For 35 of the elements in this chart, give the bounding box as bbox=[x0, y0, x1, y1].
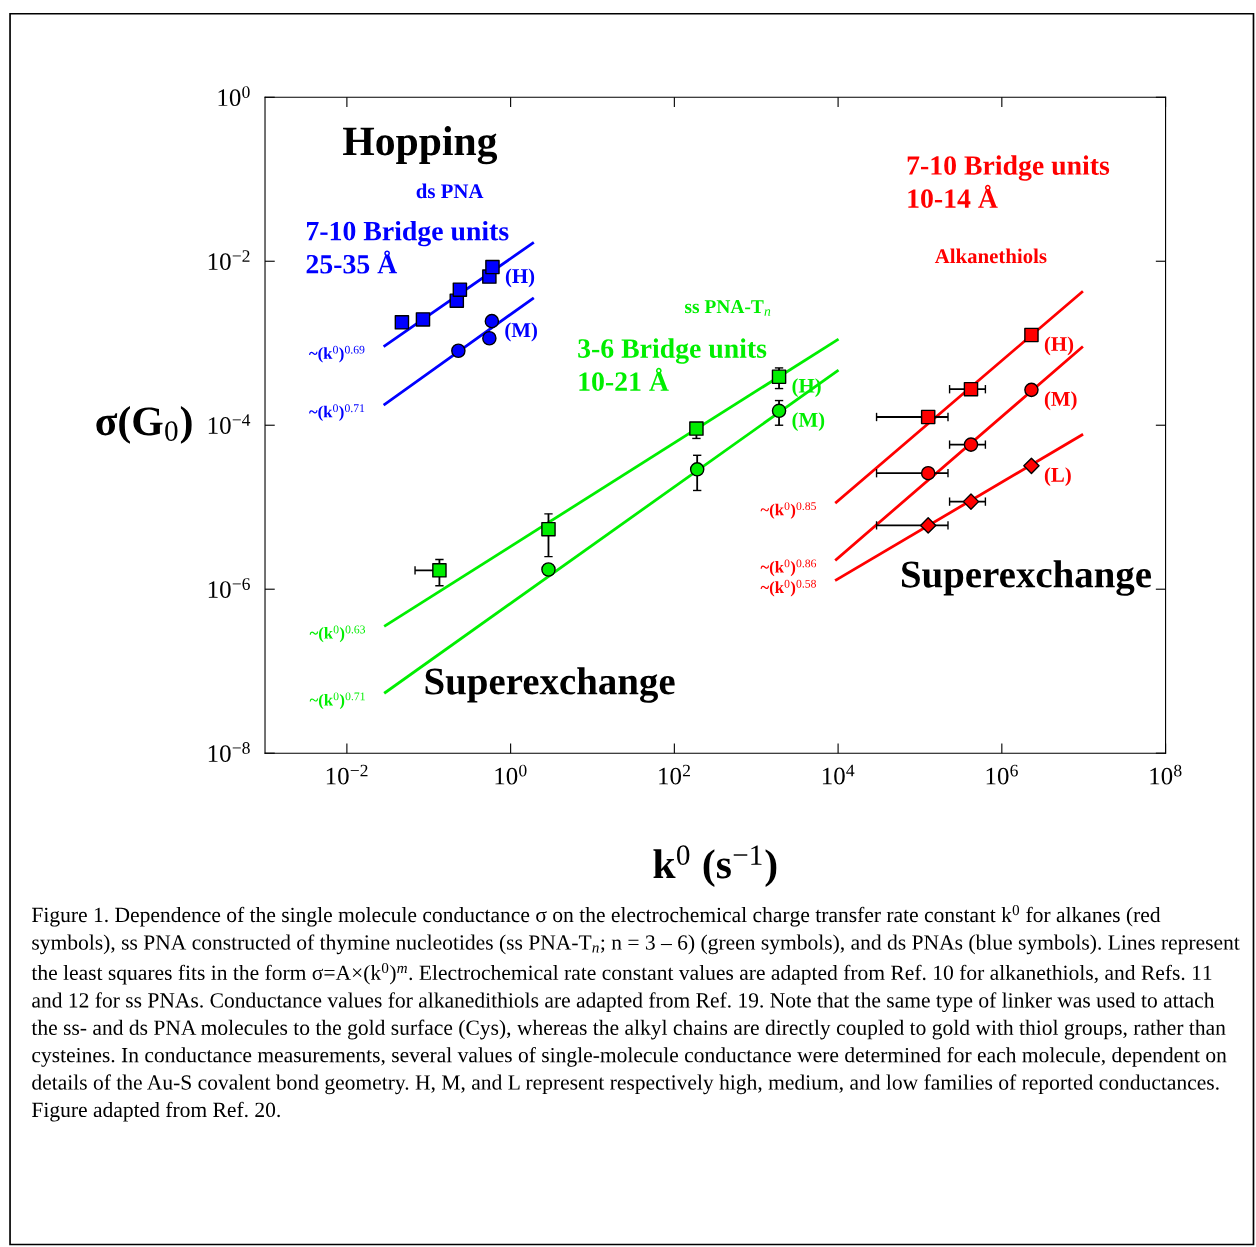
series-label: (L) bbox=[1044, 467, 1071, 487]
y-tick-label: 10$^{−2}$ bbox=[208, 250, 250, 271]
x-tick-label: 10$^{0}$ bbox=[495, 764, 527, 785]
y-tick-label: 10$^{−6}$ bbox=[208, 578, 250, 598]
series-label: (M) bbox=[1044, 391, 1077, 411]
series-label: ~(k$^{0}$)$^{0.86}$ bbox=[760, 559, 817, 577]
series-label: (M) bbox=[505, 322, 537, 342]
x-tick-label: 10$^{2}$ bbox=[659, 764, 690, 785]
x-tick-label: 10$^{−2}$ bbox=[326, 764, 368, 785]
annotation: Superexchange bbox=[902, 560, 1152, 596]
series-label: ~(k$^{0}$)$^{0.85}$ bbox=[760, 502, 816, 519]
series-label: (M) bbox=[792, 412, 825, 432]
text: Figure 1. Dependence of the single molecule conductance σ on the electrochemical charge transfer rate constant k$^{0}$ for alkanes (red symbols), ss PNA constructed of thymine nucleotides (ss PNA-T$_{n}$; n = 3 – 6) (green symbols), and ds PNAs (blue symbols). Lines represent the least squares fits in the form σ=A×(k$^{0}$)$^{m}$. Electrochemical rate constant values are adapted from Ref. 10 for alkanethiols, and Refs. 11 and 12 for ss PNAs. Conductance values for alkanedithiols are adapted from Ref. 19. Note that the same type of linker was used to attach the ss- and ds PNA molecules to the gold surface (Cys), whereas the alkyl chains are directly coupled to gold with thiol groups, rather than cysteines. In conductance measurements, several values of single-molecule conductance were determined for each molecule, dependent on details of the Au-S covalent bond geometry. H, M, and L represent respectively high, medium, and low families of reported conductances. Figure adapted from Ref. 20. bbox=[31, 905, 1240, 1122]
annotation: ds PNA bbox=[416, 183, 484, 199]
series-label: ~(k$^{0}$)$^{0.63}$ bbox=[309, 625, 366, 643]
series-label: ~(k$^{0}$)$^{0.71}$ bbox=[309, 404, 365, 421]
series-label: ~(k$^{0}$)$^{0.69}$ bbox=[309, 345, 365, 363]
series-label: (H) bbox=[1044, 336, 1074, 356]
x-tick-label: 10$^{8}$ bbox=[1150, 764, 1182, 785]
annotation: 3-6 Bridge units 10-21 Å bbox=[578, 338, 767, 392]
series-label: ~(k$^{0}$)$^{0.58}$ bbox=[760, 579, 816, 597]
annotation: Hopping bbox=[343, 126, 498, 165]
annotation: Alkanethiols bbox=[934, 248, 1047, 264]
x-tick-label: 10$^{6}$ bbox=[986, 764, 1018, 785]
y-tick-label: 10$^{−4}$ bbox=[208, 414, 251, 434]
x-tick-label: 10$^{4}$ bbox=[822, 764, 855, 785]
y-tick-label: 10$^{0}$ bbox=[218, 86, 250, 107]
annotation: Superexchange bbox=[425, 667, 675, 703]
annotation: ss PNA-T$_{n}$ bbox=[685, 300, 771, 316]
series-label: ~(k$^{0}$)$^{0.71}$ bbox=[309, 692, 365, 710]
annotation: 7-10 Bridge units 10-14 Å bbox=[907, 155, 1110, 209]
series-label: (H) bbox=[505, 268, 535, 288]
x-axis-title: k$^{0}$ (s$^{−1}$) bbox=[653, 845, 777, 887]
y-tick-label: 10$^{−8}$ bbox=[208, 742, 250, 763]
y-axis-title: σ(G$_{0}$) bbox=[96, 406, 192, 444]
